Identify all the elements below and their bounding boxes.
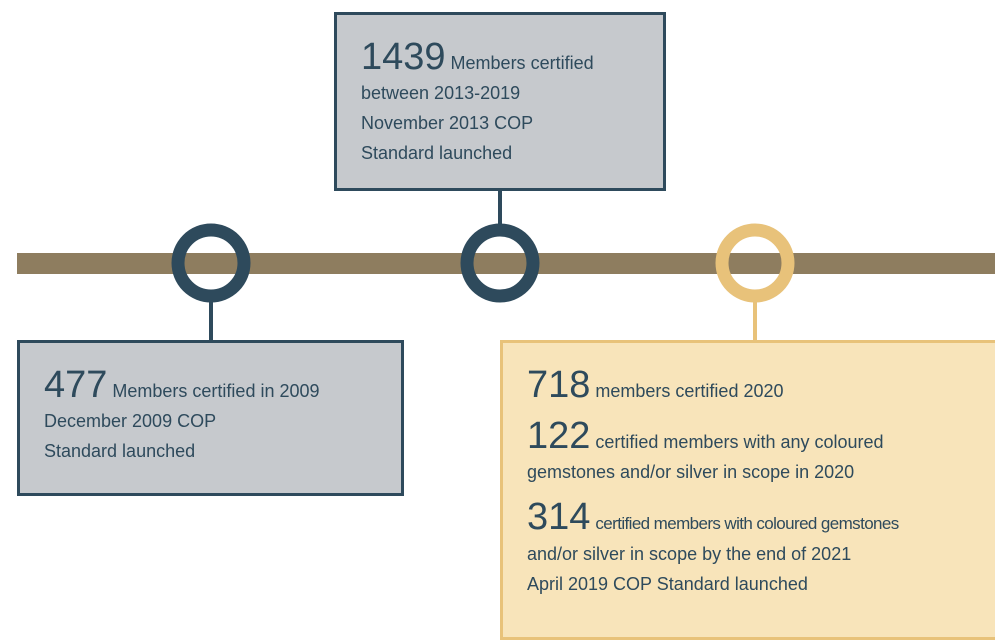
- text-line: and/or silver in scope by the end of 202…: [527, 544, 852, 564]
- big-number: 477: [44, 364, 108, 406]
- text-line: gemstones and/or silver in scope in 2020: [527, 462, 855, 482]
- text-line: April 2019 COP Standard launched: [527, 574, 808, 594]
- big-number: 314: [527, 496, 591, 538]
- paragraph: 314 certified members with coloured gemst…: [527, 497, 976, 599]
- text-line: Standard launched: [44, 441, 196, 461]
- paragraph: 718 members certified 2020: [527, 365, 976, 406]
- milestone-box: 477 Members certified in 2009 December 20…: [17, 340, 404, 496]
- milestone-ring: [171, 223, 251, 303]
- timeline-bar: [17, 253, 995, 274]
- milestone-ring: [460, 223, 540, 303]
- text-line: Standard launched: [361, 143, 513, 163]
- milestone-ring: [715, 223, 795, 303]
- big-number: 122: [527, 415, 591, 457]
- milestone-box: 718 members certified 2020 122 certified m…: [500, 340, 995, 640]
- big-number: 718: [527, 364, 591, 406]
- text-line: December 2009 COP: [44, 411, 217, 431]
- text-line: Members certified in 2009: [112, 381, 320, 401]
- text-line: members certified 2020: [595, 381, 784, 401]
- text-line: certified members with coloured gemstone…: [595, 514, 899, 533]
- text-line: between 2013-2019: [361, 83, 521, 103]
- big-number: 1439: [361, 36, 446, 78]
- paragraph: 477 Members certified in 2009 December 20…: [44, 365, 377, 466]
- text-line: Members certified: [450, 53, 594, 73]
- milestone-box: 1439 Members certified between 2013-2019 …: [334, 12, 666, 191]
- paragraph: 1439 Members certified between 2013-2019 …: [361, 37, 639, 168]
- paragraph: 122 certified members with any coloured g…: [527, 416, 976, 487]
- text-line: certified members with any coloured: [595, 432, 884, 452]
- text-line: November 2013 COP: [361, 113, 534, 133]
